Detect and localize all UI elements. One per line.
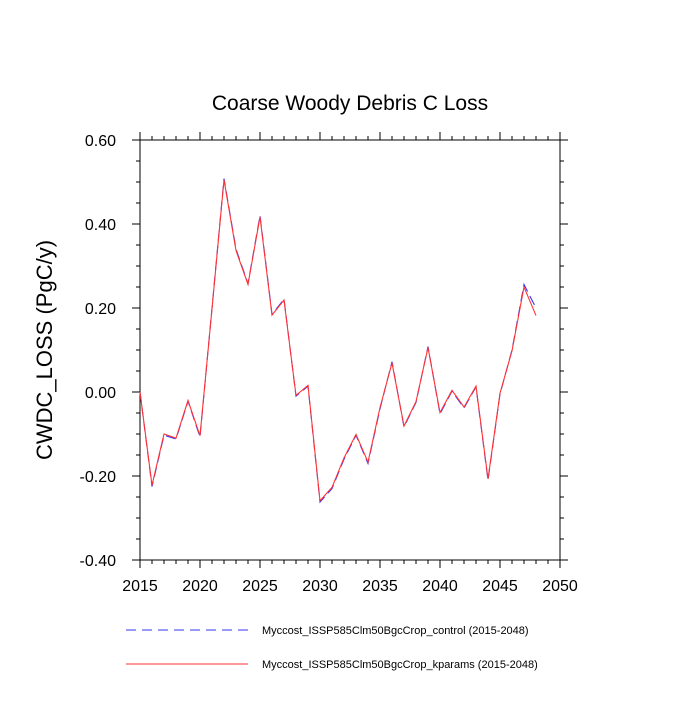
x-tick-label: 2025 (242, 578, 278, 595)
chart-title: Coarse Woody Debris C Loss (212, 92, 488, 115)
y-tick-label: 0.20 (85, 301, 116, 318)
axis-ticks: 2015 2020 2025 2030 2035 2040 2045 2050 -0.40 -0.… (80, 132, 578, 595)
legend-label-2: Myccost_ISSP585Clm50BgcCrop_kparams (201… (262, 659, 538, 671)
x-tick-label: 2045 (482, 578, 518, 595)
plot-frame (139, 139, 561, 561)
legend-label-1: Myccost_ISSP585Clm50BgcCrop_control (201… (262, 625, 529, 637)
series-line-1 (139, 178, 537, 504)
y-tick-label: 0.60 (85, 133, 116, 150)
series-line-2 (139, 179, 537, 503)
legend: Myccost_ISSP585Clm50BgcCrop_control (201… (126, 625, 538, 671)
x-tick-label: 2035 (362, 578, 398, 595)
x-tick-label: 2040 (422, 578, 458, 595)
x-tick-label: 2030 (302, 578, 338, 595)
x-tick-label: 2020 (182, 578, 218, 595)
y-tick-label: 0.00 (85, 385, 116, 402)
series-lines (139, 178, 537, 504)
y-tick-label: -0.40 (80, 553, 117, 570)
y-tick-label: 0.40 (85, 217, 116, 234)
y-tick-label: -0.20 (80, 469, 117, 486)
x-tick-label: 2015 (122, 578, 158, 595)
y-axis-label: CWDC_LOSS (PgC/y) (32, 240, 57, 460)
x-tick-label: 2050 (542, 578, 578, 595)
